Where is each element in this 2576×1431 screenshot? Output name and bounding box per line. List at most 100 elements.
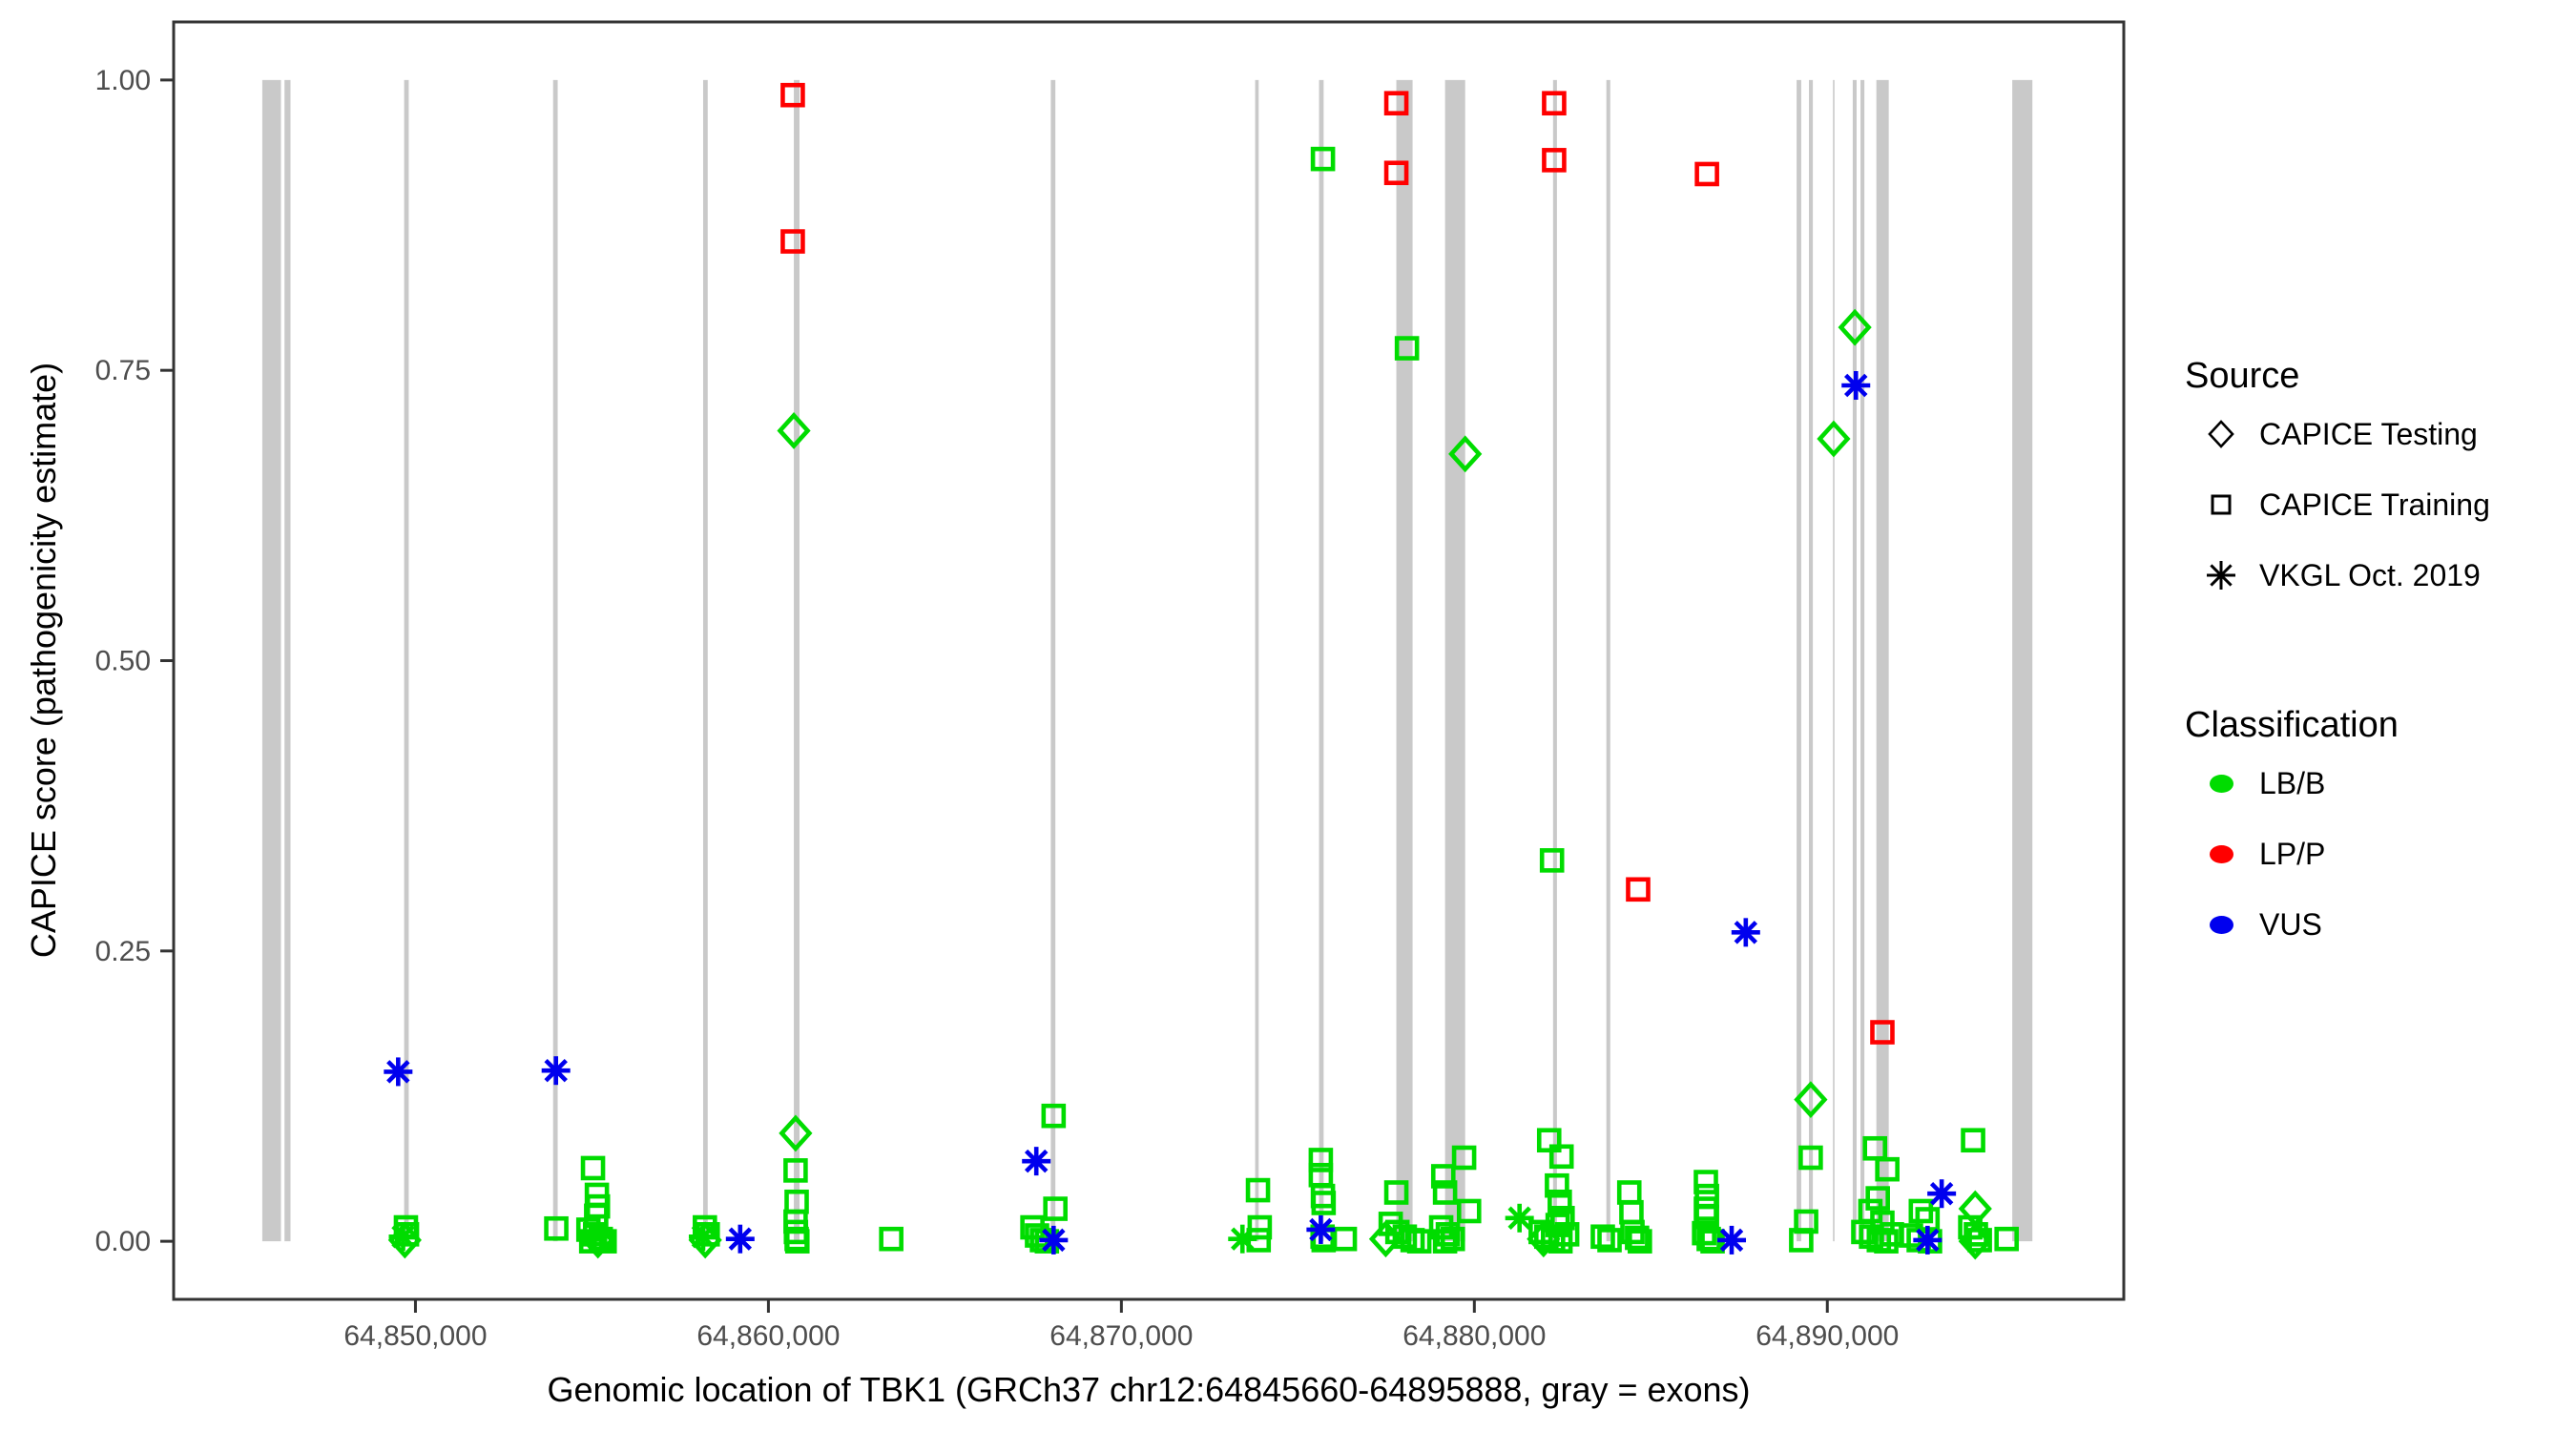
exon-bar [1050,79,1056,1242]
data-point-asterisk [1927,1179,1957,1209]
data-point-asterisk [388,1222,418,1252]
exon-bar [1606,79,1610,1242]
data-point-asterisk [541,1056,571,1086]
data-point-square [1875,1156,1900,1182]
data-point-diamond [1817,420,1851,458]
data-point-square [1430,1164,1456,1189]
data-point-square [1041,1103,1067,1129]
data-point-square [1616,1180,1642,1205]
legend-item-vus: VUS [2185,889,2566,960]
data-point-diamond [779,1114,813,1152]
x-tick-label: 64,860,000 [696,1320,840,1352]
y-tick-label: 1.00 [95,65,151,96]
data-point-square [1625,1225,1650,1251]
legend-label: VKGL Oct. 2019 [2259,557,2481,592]
data-point-square [1693,1170,1718,1194]
data-point-square [1789,1228,1814,1253]
data-point-square [1247,1214,1273,1240]
legend-item-lpp: LP/P [2185,819,2566,889]
exon-bar [1809,79,1814,1242]
exon-bar [1444,79,1465,1242]
legend-label: CAPICE Training [2259,487,2490,522]
data-point-square [1043,1196,1068,1221]
data-point-diamond [1448,435,1483,473]
data-point-square [1798,1145,1823,1171]
data-point-square [780,82,805,108]
x-tick-label: 64,850,000 [343,1320,487,1352]
data-point-square [1862,1135,1888,1161]
exon-bar [261,79,281,1242]
exon-bar [1852,79,1857,1242]
data-point-square [1435,1222,1461,1247]
data-point-asterisk [1505,1203,1534,1233]
exon-bar [1255,79,1259,1242]
data-point-square [1628,1229,1652,1254]
data-point-square [1383,160,1409,186]
exon-bar [794,79,800,1242]
data-point-diamond [581,1221,615,1259]
legend-classification-title: Classification [2185,705,2399,745]
data-point-square [1590,1224,1615,1250]
data-point-asterisk [1022,1147,1051,1176]
data-point-square [1870,1020,1895,1045]
exon-bar [552,79,558,1242]
data-point-square [1542,148,1567,173]
exon-bar [1552,79,1557,1242]
exon-bar [1833,79,1835,1242]
legend-source-title: Source [2185,356,2300,396]
data-point-square [1626,877,1651,902]
x-tick-label: 64,880,000 [1402,1320,1546,1352]
exon-bar [1319,79,1324,1242]
legend-label: VUS [2259,906,2322,942]
data-point-square [1332,1226,1358,1252]
data-point-square [1456,1198,1482,1224]
y-axis-title: CAPICE score (pathogenicity estimate) [24,362,63,959]
data-point-square [1961,1128,1985,1153]
data-point-diamond [1838,308,1872,346]
data-point-diamond [1958,1222,1992,1260]
data-point-diamond [777,412,811,449]
data-point-asterisk [1039,1225,1069,1255]
data-point-asterisk [688,1222,717,1252]
asterisk-icon [2185,557,2257,593]
data-point-square [1451,1145,1477,1171]
legend-item-capice-training: CAPICE Training [2185,469,2566,540]
legend-gap [2185,611,2566,702]
data-point-square [544,1215,569,1241]
square-icon [2185,488,2257,521]
data-point-square [1874,1229,1899,1254]
data-point-square [580,1155,606,1181]
y-tick-label: 0.75 [95,355,151,386]
data-point-square [1394,336,1420,361]
data-point-square [1432,1180,1458,1205]
diamond-icon [2185,418,2257,450]
data-point-square [784,1229,810,1254]
data-point-square [1308,1148,1334,1172]
exon-bar [1396,79,1413,1242]
y-tick-label: 0.00 [95,1226,151,1257]
exon-bar [2012,79,2033,1242]
x-tick-label: 64,890,000 [1755,1320,1899,1352]
data-point-square [1311,1191,1337,1215]
data-point-square [1310,146,1336,172]
vus-dot-icon [2209,915,2233,934]
data-point-asterisk [384,1057,413,1087]
x-tick-label: 64,870,000 [1049,1320,1193,1352]
data-point-diamond [1794,1081,1828,1119]
data-point-square [1865,1186,1890,1211]
data-point-asterisk [1731,918,1760,947]
legend-label: CAPICE Testing [2259,416,2478,451]
lbb-dot-icon [2209,774,2233,793]
data-point-square [1245,1177,1271,1203]
data-point-square [783,1158,808,1183]
data-point-asterisk [725,1224,755,1254]
data-point-square [1548,1189,1572,1214]
data-point-diamond [1368,1220,1403,1258]
panel-border [172,20,2126,1301]
data-point-square [1383,1180,1409,1205]
exon-bar [284,79,291,1242]
legend-item-lbb: LB/B [2185,748,2566,819]
legend-item-capice-testing: CAPICE Testing [2185,399,2566,469]
